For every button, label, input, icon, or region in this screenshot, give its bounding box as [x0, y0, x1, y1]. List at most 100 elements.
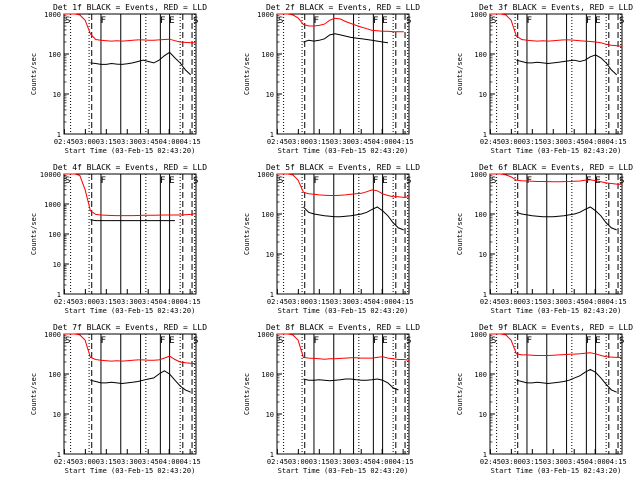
region-label: F: [586, 176, 591, 186]
x-tick-label: 03:30: [543, 298, 564, 306]
y-tick-label: 1: [57, 451, 61, 459]
x-tick-label: 03:00: [288, 458, 309, 466]
panel-2: Det 2f BLACK = Events, RED = LLD 1 10 100 10…: [243, 3, 420, 155]
x-axis-label: Start Time (03-Feb-15 02:43:20): [491, 467, 622, 475]
plot-frame: [489, 173, 623, 295]
x-tick-label: 03:00: [501, 458, 522, 466]
y-tick-label: 1: [57, 131, 61, 139]
region-label: F: [586, 336, 591, 346]
y-axis-label: Counts/sec: [30, 213, 38, 255]
x-tick-label: 03:00: [75, 458, 96, 466]
region-label: F: [314, 336, 319, 346]
region-label: S: [278, 16, 283, 26]
x-tick-label: 03:15: [96, 138, 117, 146]
plot-frame: [63, 13, 197, 135]
panel-4: Det 4f BLACK = Events, RED = LLD 1 10 100 10…: [30, 163, 207, 315]
plot-frame: [63, 173, 197, 295]
panel-title: Det 4f BLACK = Events, RED = LLD: [53, 163, 207, 172]
x-axis-label: Start Time (03-Feb-15 02:43:20): [278, 467, 409, 475]
x-tick-label: 03:00: [75, 138, 96, 146]
x-tick-label: 04:00: [372, 298, 393, 306]
lld-series-line: [490, 13, 623, 47]
x-tick-label: 03:30: [330, 138, 351, 146]
x-axis-label: Start Time (03-Feb-15 02:43:20): [491, 147, 622, 155]
panel-title: Det 1f BLACK = Events, RED = LLD: [53, 3, 207, 12]
x-tick-label: 04:00: [372, 458, 393, 466]
events-series-line: [303, 378, 399, 391]
x-tick-label: 04:15: [606, 138, 627, 146]
y-axis-label: Counts/sec: [30, 373, 38, 415]
y-tick-label: 1000: [257, 171, 274, 179]
x-tick-label: 04:00: [585, 298, 606, 306]
x-tick-label: 03:15: [522, 458, 543, 466]
x-tick-label: 03:15: [522, 138, 543, 146]
x-tick-label: 03:45: [351, 138, 372, 146]
x-tick-label: 03:15: [309, 298, 330, 306]
x-tick-label: 02:45: [267, 298, 288, 306]
region-label: E: [382, 336, 387, 346]
lld-series-line: [277, 173, 410, 198]
x-tick-label: 03:45: [564, 298, 585, 306]
x-tick-label: 03:15: [309, 458, 330, 466]
x-axis-label: Start Time (03-Feb-15 02:43:20): [491, 307, 622, 315]
y-tick-label: 10: [53, 261, 61, 269]
y-axis-label: Counts/sec: [243, 53, 251, 95]
x-tick-label: 04:00: [372, 138, 393, 146]
y-tick-label: 10: [479, 91, 487, 99]
panel-6: Det 6f BLACK = Events, RED = LLD 1 10 100 10…: [456, 163, 633, 315]
region-label: S: [278, 336, 283, 346]
y-tick-label: 100: [474, 51, 487, 59]
lld-series-line: [277, 13, 404, 33]
region-label: E: [169, 16, 174, 26]
region-label: S: [619, 16, 624, 26]
x-tick-label: 03:45: [564, 138, 585, 146]
y-tick-label: 1000: [44, 201, 61, 209]
events-series-line: [303, 33, 388, 44]
panel-title: Det 2f BLACK = Events, RED = LLD: [266, 3, 420, 12]
lld-series-line: [490, 333, 622, 358]
lld-series-line: [490, 173, 623, 185]
region-label: S: [193, 176, 198, 186]
x-tick-label: 03:45: [138, 138, 159, 146]
y-tick-label: 1: [270, 451, 274, 459]
x-tick-label: 03:00: [501, 298, 522, 306]
x-axis-label: Start Time (03-Feb-15 02:43:20): [278, 147, 409, 155]
panel-title: Det 6f BLACK = Events, RED = LLD: [479, 163, 633, 172]
region-label: S: [619, 336, 624, 346]
x-tick-label: 02:45: [480, 138, 501, 146]
region-label: S: [65, 336, 70, 346]
events-series-line: [516, 54, 618, 76]
panel-title: Det 7f BLACK = Events, RED = LLD: [53, 323, 207, 332]
region-label: F: [586, 16, 591, 26]
plot-frame: [63, 333, 197, 455]
y-tick-label: 100: [261, 371, 274, 379]
y-tick-label: 1000: [470, 331, 487, 339]
x-tick-label: 04:00: [585, 458, 606, 466]
y-tick-label: 10: [53, 411, 61, 419]
x-axis-label: Start Time (03-Feb-15 02:43:20): [65, 467, 196, 475]
x-tick-label: 04:15: [606, 298, 627, 306]
x-tick-label: 02:45: [267, 458, 288, 466]
region-label: S: [491, 16, 496, 26]
lld-series-line: [64, 173, 197, 217]
y-axis-label: Counts/sec: [456, 373, 464, 415]
y-axis-label: Counts/sec: [30, 53, 38, 95]
x-tick-label: 03:30: [543, 458, 564, 466]
y-tick-label: 1: [483, 291, 487, 299]
x-tick-label: 04:15: [393, 458, 414, 466]
region-label: E: [595, 16, 600, 26]
x-tick-label: 03:30: [543, 138, 564, 146]
y-tick-label: 1000: [44, 11, 61, 19]
x-tick-label: 03:15: [309, 138, 330, 146]
y-axis-label: Counts/sec: [456, 213, 464, 255]
x-tick-label: 03:45: [351, 458, 372, 466]
events-series-line: [516, 206, 617, 231]
x-tick-label: 02:45: [54, 458, 75, 466]
panel-5: Det 5f BLACK = Events, RED = LLD 1 10 100 10…: [243, 163, 420, 315]
y-tick-label: 100: [474, 211, 487, 219]
x-tick-label: 02:45: [54, 138, 75, 146]
x-tick-label: 03:00: [288, 138, 309, 146]
x-tick-label: 03:45: [138, 298, 159, 306]
events-series-line: [90, 370, 191, 393]
x-tick-label: 04:15: [180, 138, 201, 146]
